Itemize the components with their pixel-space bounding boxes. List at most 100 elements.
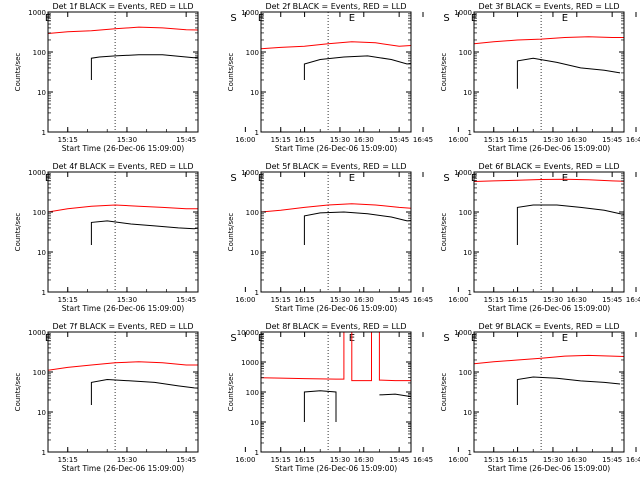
x-tick-label: 16:15: [294, 296, 314, 304]
x-tick-label: 15:45: [389, 136, 409, 144]
x-tick-label: 15:45: [602, 456, 622, 464]
y-axis-label: Counts/sec: [227, 213, 235, 252]
x-tick-label: 16:00: [235, 296, 255, 304]
series-events-line: [516, 376, 621, 405]
series-lld-line: [474, 36, 624, 45]
series-lld-line: [474, 354, 624, 365]
plot-frame: [47, 331, 199, 453]
series-events-line: [303, 211, 411, 245]
y-tick-label: 100: [33, 369, 46, 377]
y-tick-label: 100: [459, 369, 472, 377]
panel-6: Det 6f BLACK = Events, RED = LLDESE11010…: [440, 162, 625, 313]
series-events-line: [313, 370, 352, 396]
series-events-line: [303, 390, 337, 422]
series-lld-line: [253, 332, 431, 364]
y-tick-label: 1: [255, 129, 259, 137]
y-tick-label: 100: [459, 209, 472, 217]
panel-title: Det 9f BLACK = Events, RED = LLD: [478, 322, 619, 331]
panel-title: Det 8f BLACK = Events, RED = LLD: [265, 322, 406, 331]
plot-area: [474, 332, 624, 452]
y-tick-label: 1000: [454, 9, 472, 17]
x-tick-label: 15:45: [389, 296, 409, 304]
series-events-line: [516, 204, 624, 245]
x-tick-label: 15:15: [58, 296, 78, 304]
x-tick-label: 16:45: [626, 296, 640, 304]
series-events-line: [526, 362, 565, 383]
x-tick-label: 15:15: [58, 136, 78, 144]
series-lld-line: [261, 203, 411, 213]
x-tick-label: 15:15: [484, 456, 504, 464]
plot-frame: [473, 331, 625, 453]
marker-label: S: [443, 173, 449, 184]
y-tick-label: 1000: [454, 329, 472, 337]
x-tick-label: 16:45: [413, 296, 433, 304]
marker-label: S: [443, 13, 449, 24]
y-axis-label: Counts/sec: [440, 213, 448, 252]
x-tick-label: 15:15: [271, 296, 291, 304]
series-lld-line: [48, 361, 198, 371]
y-tick-label: 10: [463, 409, 472, 417]
y-tick-label: 10: [463, 89, 472, 97]
series-events-line: [313, 45, 352, 70]
plot-area: [48, 172, 198, 292]
y-tick-label: 1: [42, 449, 46, 457]
y-tick-label: 100: [246, 49, 259, 57]
x-tick-label: 16:00: [235, 136, 255, 144]
y-tick-label: 1: [468, 129, 472, 137]
plot-area: [48, 12, 352, 132]
series-events-line: [516, 57, 621, 89]
x-tick-label: 15:15: [271, 136, 291, 144]
y-tick-label: 10: [37, 249, 46, 257]
series-lld-line: [261, 41, 411, 50]
y-axis-label: Counts/sec: [14, 53, 22, 92]
x-tick-label: 15:15: [58, 456, 78, 464]
panel-title: Det 5f BLACK = Events, RED = LLD: [265, 162, 406, 171]
y-tick-label: 100: [33, 209, 46, 217]
x-axis-label: Start Time (26-Dec-06 15:09:00): [275, 144, 397, 153]
panel-title: Det 6f BLACK = Events, RED = LLD: [478, 162, 619, 171]
plot-area: [261, 332, 565, 452]
x-tick-label: 15:30: [543, 296, 563, 304]
panel-title: Det 7f BLACK = Events, RED = LLD: [52, 322, 193, 331]
plot-area: [474, 12, 624, 132]
plot-frame: [473, 171, 625, 293]
x-tick-label: 15:30: [117, 456, 137, 464]
x-tick-label: 16:15: [507, 456, 527, 464]
y-tick-label: 10: [250, 249, 259, 257]
marker-label: E: [562, 173, 568, 184]
x-tick-label: 15:45: [176, 296, 196, 304]
x-tick-label: 15:45: [602, 296, 622, 304]
y-tick-label: 10: [37, 409, 46, 417]
y-tick-label: 100: [246, 389, 259, 397]
plot-frame: [47, 11, 199, 133]
x-tick-label: 15:30: [330, 456, 350, 464]
panel-title: Det 2f BLACK = Events, RED = LLD: [265, 2, 406, 11]
x-tick-label: 16:30: [354, 456, 374, 464]
x-tick-label: 16:15: [294, 136, 314, 144]
y-tick-label: 10000: [237, 329, 259, 337]
y-tick-label: 100: [246, 209, 259, 217]
marker-label: E: [562, 333, 568, 344]
y-tick-label: 1: [468, 289, 472, 297]
y-axis-label: Counts/sec: [227, 53, 235, 92]
x-tick-label: 16:00: [448, 456, 468, 464]
series-lld-line: [474, 178, 624, 182]
plot-area: [474, 172, 624, 292]
marker-label: S: [230, 13, 236, 24]
series-events-line: [526, 44, 565, 68]
plot-area: [261, 12, 565, 132]
y-axis-label: Counts/sec: [440, 373, 448, 412]
series-lld-line: [378, 332, 411, 382]
x-tick-label: 16:45: [413, 456, 433, 464]
x-tick-label: 16:00: [235, 456, 255, 464]
panel-2: Det 2f BLACK = Events, RED = LLD E S E 1 10 10…: [227, 2, 640, 153]
panel-title: Det 1f BLACK = Events, RED = LLD: [52, 2, 193, 11]
y-tick-label: 100: [33, 49, 46, 57]
y-axis-label: Counts/sec: [14, 373, 22, 412]
x-tick-label: 15:15: [484, 136, 504, 144]
y-tick-label: 1: [42, 289, 46, 297]
x-tick-label: 15:45: [176, 456, 196, 464]
